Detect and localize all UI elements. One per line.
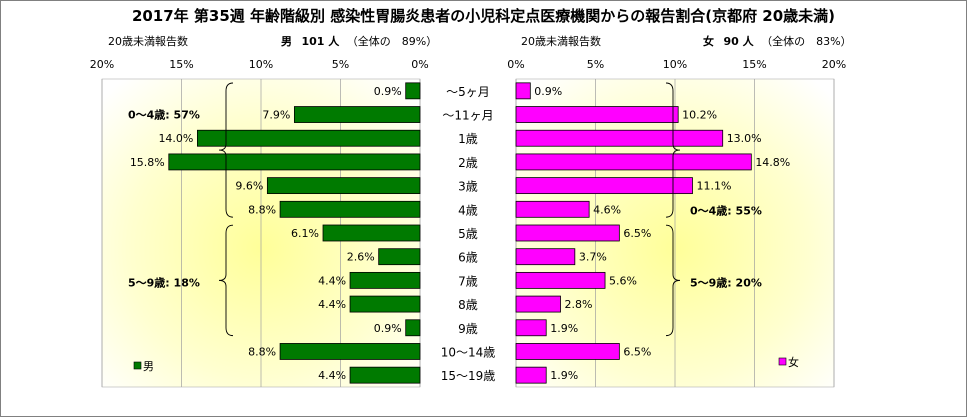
left-age-group-label: 5～9歳: 18% (128, 275, 200, 289)
female-bar (515, 295, 561, 313)
male-bar (279, 200, 421, 218)
left-header-label: 20歳未満報告数 (108, 35, 188, 48)
female-data-label: 2.8% (565, 298, 593, 311)
age-category-label: 5歳 (458, 227, 478, 241)
female-bar (515, 319, 547, 337)
age-category-label: 8歳 (458, 298, 478, 312)
male-data-label: 14.0% (158, 132, 193, 145)
female-bar (515, 343, 620, 360)
right-header-sex: 女 (703, 35, 714, 48)
male-bar (279, 343, 421, 360)
male-data-label: 7.9% (262, 109, 290, 122)
age-category-label: 2歳 (458, 156, 478, 170)
left-x-tick-label: 15% (169, 58, 193, 71)
female-data-label: 10.2% (682, 109, 717, 122)
female-data-label: 11.1% (696, 180, 731, 193)
male-data-label: 0.9% (374, 85, 402, 98)
right-age-group-label: 0～4歳: 55% (690, 203, 762, 217)
female-data-label: 6.5% (623, 227, 651, 240)
left-age-group-brace (218, 82, 234, 218)
right-x-tick-label: 10% (663, 58, 687, 71)
female-bar (515, 366, 547, 384)
male-data-label: 0.9% (374, 322, 402, 335)
female-bar (515, 129, 724, 147)
left-age-group-brace (218, 224, 234, 337)
male-bar (196, 129, 421, 147)
left-x-tick-label: 20% (90, 58, 114, 71)
male-bar (266, 177, 421, 195)
right-age-group-brace (665, 82, 681, 218)
female-data-label: 4.6% (593, 203, 621, 216)
female-bar (515, 82, 531, 100)
female-bar (515, 106, 679, 123)
left-x-tick-label: 10% (249, 58, 273, 71)
female-bar (515, 153, 752, 171)
left-x-tick-label: 5% (332, 58, 349, 71)
left-header-sex: 男 (281, 35, 292, 48)
left-age-group-label: 0～4歳: 57% (128, 108, 200, 122)
age-category-label: 3歳 (458, 180, 478, 194)
age-category-label: ～5ヶ月 (446, 85, 490, 99)
female-data-label: 1.9% (550, 369, 578, 382)
female-bar (515, 200, 590, 218)
female-bar (515, 224, 620, 242)
male-data-label: 9.6% (235, 180, 263, 193)
age-category-label: 9歳 (458, 322, 478, 336)
left-x-tick-label: 0% (411, 58, 428, 71)
age-category-label: 1歳 (458, 132, 478, 146)
right-x-tick-label: 20% (822, 58, 846, 71)
male-bar (405, 319, 421, 337)
male-bar (405, 82, 421, 100)
right-age-group-brace (665, 224, 681, 337)
male-data-label: 8.8% (248, 345, 276, 358)
male-data-label: 8.8% (248, 203, 276, 216)
right-age-group-label: 5～9歳: 20% (690, 275, 762, 289)
female-data-label: 1.9% (550, 322, 578, 335)
right-x-tick-label: 0% (507, 58, 524, 71)
male-legend-swatch (133, 361, 142, 370)
male-bar (349, 295, 421, 313)
female-data-label: 5.6% (609, 274, 637, 287)
right-header-count: 90 人 (723, 35, 754, 48)
chart-title: 2017年 第35週 年齢階級別 感染性胃腸炎患者の小児科定点医療機関からの報告… (131, 7, 836, 25)
left-header-count: 101 人 (301, 35, 340, 48)
male-legend-label: 男 (143, 360, 154, 373)
male-data-label: 4.4% (318, 369, 346, 382)
male-bar (293, 106, 421, 123)
age-category-label: 7歳 (458, 274, 478, 288)
female-legend-swatch (778, 357, 787, 366)
right-x-tick-label: 15% (742, 58, 766, 71)
female-data-label: 14.8% (755, 156, 790, 169)
right-header-share: （全体の 83%） (761, 35, 852, 48)
male-bar (322, 224, 421, 242)
right-header-label: 20歳未満報告数 (521, 35, 601, 48)
male-bar (168, 153, 421, 171)
female-legend-label: 女 (788, 355, 799, 369)
male-data-label: 6.1% (291, 227, 319, 240)
female-bar (515, 248, 576, 266)
age-category-label: 4歳 (458, 203, 478, 217)
age-category-label: 10～14歳 (441, 345, 496, 359)
female-data-label: 13.0% (727, 132, 762, 145)
age-category-label: 15～19歳 (441, 369, 496, 383)
age-category-label: 6歳 (458, 251, 478, 265)
age-category-label: ～11ヶ月 (442, 109, 493, 123)
female-data-label: 3.7% (579, 251, 607, 264)
right-x-tick-label: 5% (587, 58, 604, 71)
female-data-label: 6.5% (623, 345, 651, 358)
male-data-label: 15.8% (130, 156, 165, 169)
male-bar (349, 366, 421, 384)
male-data-label: 4.4% (318, 274, 346, 287)
female-bar (515, 271, 606, 289)
male-bar (349, 271, 421, 289)
male-data-label: 4.4% (318, 298, 346, 311)
male-data-label: 2.6% (347, 251, 375, 264)
left-header-share: （全体の 89%） (346, 35, 438, 48)
female-data-label: 0.9% (534, 85, 562, 98)
female-bar (515, 177, 693, 195)
male-bar (378, 248, 421, 266)
